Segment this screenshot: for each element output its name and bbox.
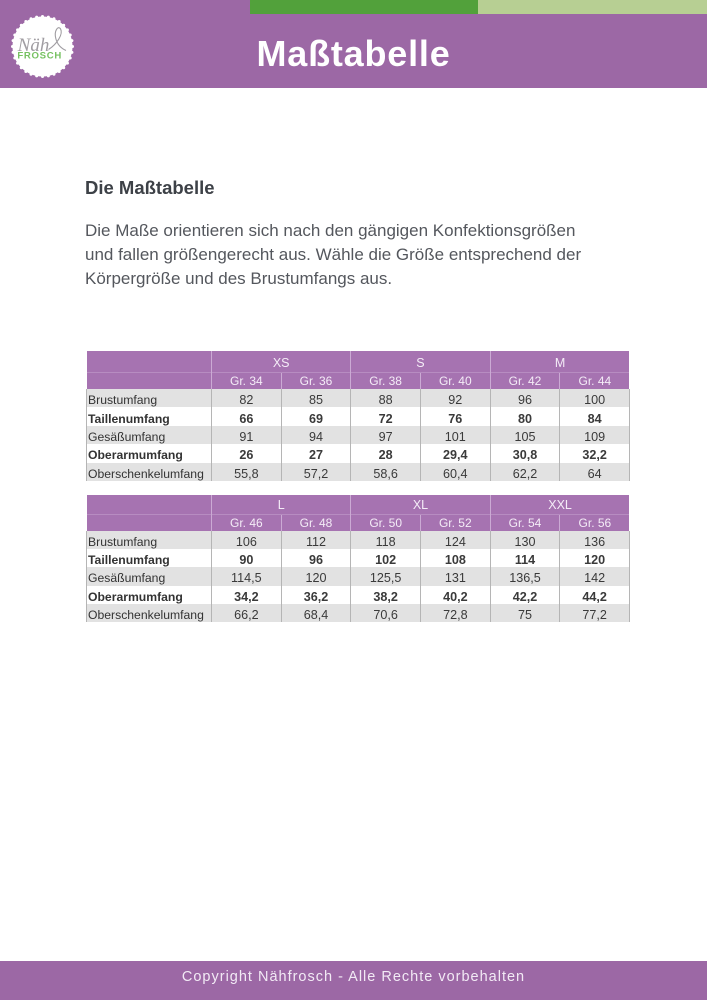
svg-text:FROSCH: FROSCH [17,50,62,61]
svg-text:Näh: Näh [17,35,50,56]
